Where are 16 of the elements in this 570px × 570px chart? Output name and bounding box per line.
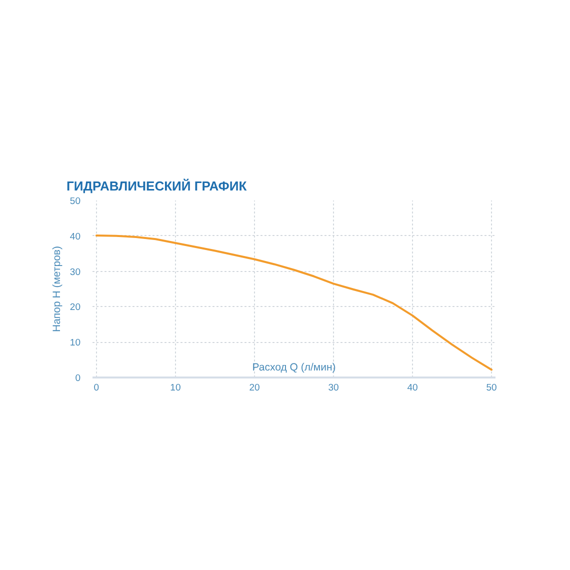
x-tick-label: 0 bbox=[94, 382, 100, 394]
y-tick-label: 40 bbox=[70, 231, 81, 242]
y-tick-label: 50 bbox=[70, 196, 81, 207]
y-axis-title: Напор H (метров) bbox=[50, 246, 63, 332]
x-tick-label: 40 bbox=[407, 382, 418, 394]
x-tick-label: 10 bbox=[170, 382, 181, 394]
x-tick-label: 50 bbox=[486, 382, 497, 394]
y-tick-label: 10 bbox=[70, 338, 81, 349]
x-tick-label: 30 bbox=[328, 382, 339, 394]
y-tick-label: 30 bbox=[70, 266, 81, 278]
x-axis-title: Расход Q (л/мин) bbox=[252, 362, 336, 374]
chart-title: ГИДРАВЛИЧЕСКИЙ ГРАФИК bbox=[66, 178, 247, 194]
x-tick-label: 20 bbox=[249, 382, 260, 394]
y-tick-label: 20 bbox=[70, 302, 81, 314]
y-tick-label: 0 bbox=[75, 373, 81, 384]
line-series bbox=[95, 234, 493, 371]
